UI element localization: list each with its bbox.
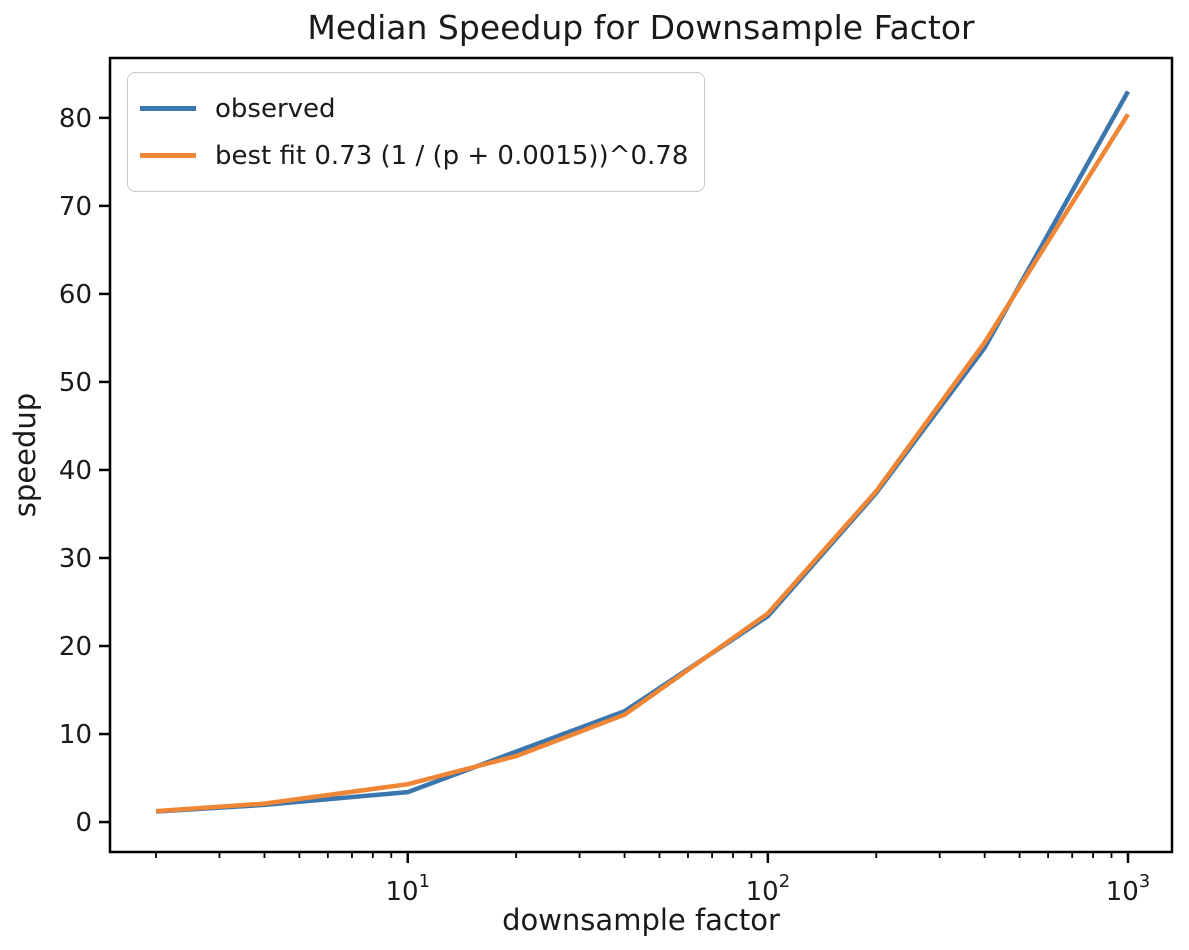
svg-text:101: 101 — [385, 871, 430, 907]
svg-text:30: 30 — [59, 544, 92, 574]
legend-line-swatch-icon — [140, 106, 196, 111]
chart-title: Median Speedup for Downsample Factor — [307, 8, 975, 47]
svg-text:60: 60 — [59, 280, 92, 310]
y-axis-label-text: speedup — [8, 392, 42, 518]
svg-text:20: 20 — [59, 632, 92, 662]
legend: observed best fit 0.73 (1 / (p + 0.0015)… — [127, 72, 706, 192]
legend-item-observed: observed — [140, 85, 688, 132]
svg-text:0: 0 — [75, 808, 92, 838]
svg-text:80: 80 — [59, 104, 92, 134]
y-axis-label: speedup — [2, 0, 48, 910]
legend-label: best fit 0.73 (1 / (p + 0.0015))^0.78 — [215, 140, 689, 171]
legend-item-best-fit: best fit 0.73 (1 / (p + 0.0015))^0.78 — [140, 132, 688, 179]
legend-label: observed — [215, 93, 336, 124]
svg-text:103: 103 — [1106, 871, 1151, 907]
svg-text:50: 50 — [59, 368, 92, 398]
svg-text:10: 10 — [59, 720, 92, 750]
svg-text:70: 70 — [59, 192, 92, 222]
svg-text:40: 40 — [59, 456, 92, 486]
svg-text:102: 102 — [746, 871, 791, 907]
x-axis-label: downsample factor — [502, 903, 780, 937]
legend-line-swatch-icon — [140, 153, 196, 158]
